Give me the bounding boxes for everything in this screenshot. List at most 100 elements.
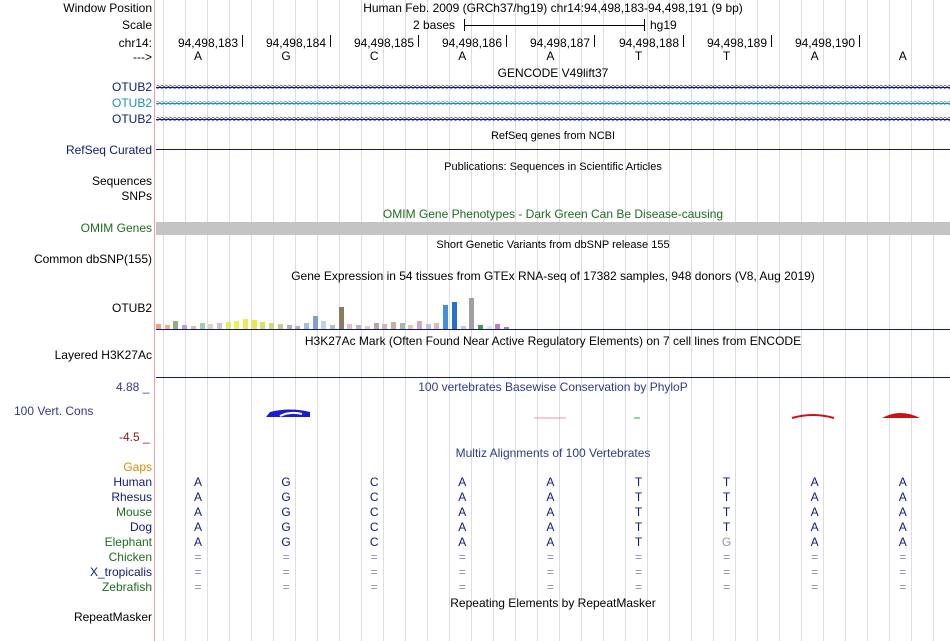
gtex-tissue-bar[interactable] bbox=[356, 325, 362, 329]
gtex-tissue-bar[interactable] bbox=[208, 324, 214, 329]
gtex-tissue-bar[interactable] bbox=[225, 322, 231, 329]
gaps-label[interactable]: Gaps bbox=[123, 460, 152, 474]
gencode-label-3[interactable]: OTUB2 bbox=[111, 112, 152, 126]
multiz-base: = bbox=[546, 550, 554, 564]
publications-label-snps[interactable]: SNPs bbox=[121, 189, 152, 203]
gtex-tissue-bar[interactable] bbox=[295, 326, 301, 329]
refseq-gene-line[interactable] bbox=[156, 149, 950, 150]
dbsnp-label[interactable]: Common dbSNP(155) bbox=[33, 252, 152, 266]
multiz-base: T bbox=[634, 490, 643, 504]
ruler-tick bbox=[330, 35, 331, 47]
gtex-tissue-bar[interactable] bbox=[164, 325, 170, 329]
multiz-base: A bbox=[193, 520, 202, 534]
multiz-base: A bbox=[546, 505, 555, 519]
gtex-tissue-bar[interactable] bbox=[286, 325, 292, 329]
multiz-base: A bbox=[458, 505, 467, 519]
grid-line bbox=[537, 0, 538, 641]
multiz-species-label[interactable]: Chicken bbox=[108, 550, 152, 564]
multiz-base: A bbox=[458, 520, 467, 534]
gtex-tissue-bar[interactable] bbox=[417, 321, 422, 329]
grid-line bbox=[559, 0, 560, 641]
phylop-title: 100 vertebrates Basewise Conservation by… bbox=[418, 380, 688, 394]
gtex-tissue-bar[interactable] bbox=[451, 302, 457, 329]
gtex-tissue-bar[interactable] bbox=[260, 322, 266, 329]
gencode-transcript-1[interactable]: >>>>>>>>>>>>>>>>>>>>>>>>>>>>>>>>>>>>>>>>… bbox=[156, 83, 950, 92]
multiz-species-label[interactable]: Human bbox=[113, 475, 152, 489]
multiz-base: = bbox=[634, 550, 642, 564]
gtex-tissue-bar[interactable] bbox=[382, 324, 388, 329]
grid-line bbox=[449, 0, 450, 641]
ruler-tick bbox=[506, 35, 507, 47]
gtex-bar-graph[interactable] bbox=[156, 284, 556, 329]
multiz-base: A bbox=[810, 475, 819, 489]
repeatmasker-label[interactable]: RepeatMasker bbox=[73, 610, 152, 624]
gtex-tissue-bar[interactable] bbox=[234, 321, 240, 329]
refseq-label[interactable]: RefSeq Curated bbox=[65, 143, 152, 157]
gtex-tissue-bar[interactable] bbox=[495, 324, 501, 329]
gtex-tissue-bar[interactable] bbox=[425, 324, 431, 329]
ruler-position-label: 94,498,184 bbox=[265, 36, 326, 50]
multiz-species-label[interactable]: Elephant bbox=[104, 535, 152, 549]
gencode-label-2[interactable]: OTUB2 bbox=[111, 96, 152, 110]
gtex-tissue-bar[interactable] bbox=[321, 321, 327, 329]
ruler-base: C bbox=[369, 49, 379, 63]
multiz-species-label[interactable]: X_tropicalis bbox=[89, 565, 152, 579]
gtex-label[interactable]: OTUB2 bbox=[111, 301, 152, 315]
gtex-tissue-bar[interactable] bbox=[408, 325, 414, 329]
ruler-tick bbox=[418, 35, 419, 47]
gtex-tissue-bar[interactable] bbox=[469, 298, 475, 329]
gtex-tissue-bar[interactable] bbox=[399, 323, 405, 329]
gtex-tissue-bar[interactable] bbox=[251, 320, 257, 329]
gtex-tissue-bar[interactable] bbox=[156, 324, 161, 329]
gencode-label-1[interactable]: OTUB2 bbox=[111, 80, 152, 94]
gtex-tissue-bar[interactable] bbox=[303, 323, 309, 329]
h3k27ac-label[interactable]: Layered H3K27Ac bbox=[54, 348, 152, 362]
gtex-tissue-bar[interactable] bbox=[312, 316, 318, 329]
gtex-tissue-bar[interactable] bbox=[434, 323, 440, 329]
dbsnp-title: Short Genetic Variants from dbSNP releas… bbox=[436, 239, 670, 251]
gtex-tissue-bar[interactable] bbox=[216, 323, 222, 329]
gencode-transcript-3[interactable]: >>>>>>>>>>>>>>>>>>>>>>>>>>>>>>>>>>>>>>>>… bbox=[156, 115, 950, 124]
phylop-signal[interactable] bbox=[156, 405, 950, 421]
ruler-position-label: 94,498,185 bbox=[353, 36, 414, 50]
grid-line bbox=[867, 0, 868, 641]
gtex-tissue-bar[interactable] bbox=[199, 323, 205, 329]
multiz-base: = bbox=[899, 580, 907, 594]
omim-label[interactable]: OMIM Genes bbox=[80, 221, 152, 235]
multiz-base: = bbox=[458, 580, 466, 594]
gtex-tissue-bar[interactable] bbox=[182, 325, 188, 329]
multiz-species-label[interactable]: Rhesus bbox=[111, 490, 152, 504]
ruler-base: T bbox=[722, 49, 731, 63]
gtex-tissue-bar[interactable] bbox=[173, 321, 179, 329]
gtex-title: Gene Expression in 54 tissues from GTEx … bbox=[291, 269, 815, 283]
gtex-tissue-bar[interactable] bbox=[390, 322, 396, 329]
multiz-species-label[interactable]: Dog bbox=[129, 520, 152, 534]
gtex-tissue-bar[interactable] bbox=[443, 305, 449, 329]
gtex-tissue-bar[interactable] bbox=[364, 326, 370, 329]
grid-line bbox=[229, 0, 230, 641]
gtex-tissue-bar[interactable] bbox=[373, 323, 379, 329]
gtex-tissue-bar[interactable] bbox=[486, 326, 492, 329]
phylop-label[interactable]: 100 Vert. Cons bbox=[14, 404, 94, 418]
multiz-species-label[interactable]: Zebrafish bbox=[101, 580, 152, 594]
gtex-tissue-bar[interactable] bbox=[330, 325, 335, 329]
multiz-base: A bbox=[810, 505, 819, 519]
gtex-tissue-bar[interactable] bbox=[504, 327, 509, 329]
multiz-species-label[interactable]: Mouse bbox=[115, 505, 152, 519]
gtex-tissue-bar[interactable] bbox=[277, 324, 283, 329]
omim-feature-bar[interactable] bbox=[156, 222, 950, 235]
multiz-base: G bbox=[281, 505, 291, 519]
gtex-tissue-bar[interactable] bbox=[190, 326, 196, 329]
publications-label-sequences[interactable]: Sequences bbox=[91, 174, 152, 188]
strand-label: ---> bbox=[133, 50, 152, 64]
gtex-tissue-bar[interactable] bbox=[460, 326, 466, 329]
gtex-tissue-bar[interactable] bbox=[269, 323, 275, 329]
gencode-transcript-2[interactable]: >>>>>>>>>>>>>>>>>>>>>>>>>>>>>>>>>>>>>>>>… bbox=[156, 99, 950, 108]
gtex-tissue-bar[interactable] bbox=[477, 325, 483, 329]
gtex-tissue-bar[interactable] bbox=[347, 324, 353, 329]
grid-line bbox=[405, 0, 406, 641]
grid-line bbox=[163, 0, 164, 641]
gtex-tissue-bar[interactable] bbox=[243, 319, 248, 329]
gtex-tissue-bar[interactable] bbox=[338, 307, 344, 329]
